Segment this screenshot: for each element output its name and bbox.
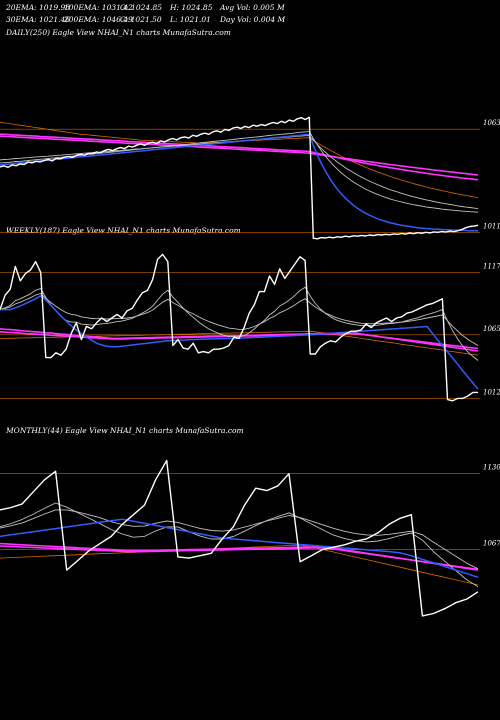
weekly-y-tick-2: 1012: [483, 388, 500, 396]
ema20-value: 20EMA: 1019.98: [6, 3, 71, 12]
daily-y-tick-0: 1063: [483, 119, 500, 127]
monthly-y-tick-1: 1067: [483, 540, 500, 548]
daily-panel-title: DAILY(250) Eagle View NHAI_N1 charts Mun…: [6, 28, 231, 37]
daily-series-ema_magenta-4: [0, 133, 479, 181]
monthly-series-ema_fast-2: [0, 509, 479, 570]
daily-series-ema_magenta-5: [0, 135, 479, 176]
weekly-series-ema_magenta-4: [0, 328, 479, 352]
monthly-series-price-0: [0, 459, 479, 617]
monthly-series-ema_magenta-5: [0, 545, 479, 571]
daily-series-ema_orange-6: [0, 121, 479, 198]
weekly-panel-title: WEEKLY(187) Eagle View NHAI_N1 charts Mu…: [6, 226, 241, 235]
monthly-series-ema_fast-1: [0, 502, 479, 588]
monthly-series-ema_magenta-4: [0, 542, 479, 571]
monthly-panel-title: MONTHLY(44) Eagle View NHAI_N1 charts Mu…: [6, 426, 244, 435]
monthly-y-tick-0: 1130: [483, 464, 500, 472]
weekly-series-price-0: [0, 253, 478, 402]
daily-series-ema_fast-1: [0, 130, 479, 213]
daily-series-ema_blue-3: [0, 133, 478, 232]
weekly-series-ema_fast-2: [0, 293, 479, 346]
weekly-y-tick-1: 1065: [483, 325, 500, 333]
daily-y-tick-1: 1011: [483, 222, 500, 230]
ema100-value: 100EMA: 1031.42: [64, 3, 133, 12]
ema200-value: 200EMA: 1046.49: [64, 15, 133, 24]
high-value: H: 1024.85: [170, 3, 213, 12]
day-vol-value: Day Vol: 0.004 M: [220, 15, 286, 24]
weekly-series-ema_fast-1: [0, 286, 479, 361]
weekly-y-tick-0: 1117: [483, 262, 500, 270]
weekly-series-ema_magenta-5: [0, 331, 479, 350]
monthly-series-ema_orange-6: [0, 544, 479, 586]
low-value: L: 1021.01: [170, 15, 211, 24]
daily-series-price-0: [0, 116, 479, 240]
ema30-value: 30EMA: 1021.46: [6, 15, 71, 24]
avg-vol-value: Avg Vol: 0.005 M: [220, 3, 285, 12]
close-value: C: 1021.50: [120, 15, 162, 24]
open-value: O: 1024.85: [120, 3, 163, 12]
weekly-series-ema_orange-6: [0, 330, 479, 356]
monthly-series-ema_blue-3: [0, 518, 479, 579]
daily-series-ema_fast-2: [0, 135, 479, 210]
weekly-series-ema_blue-3: [0, 295, 479, 390]
